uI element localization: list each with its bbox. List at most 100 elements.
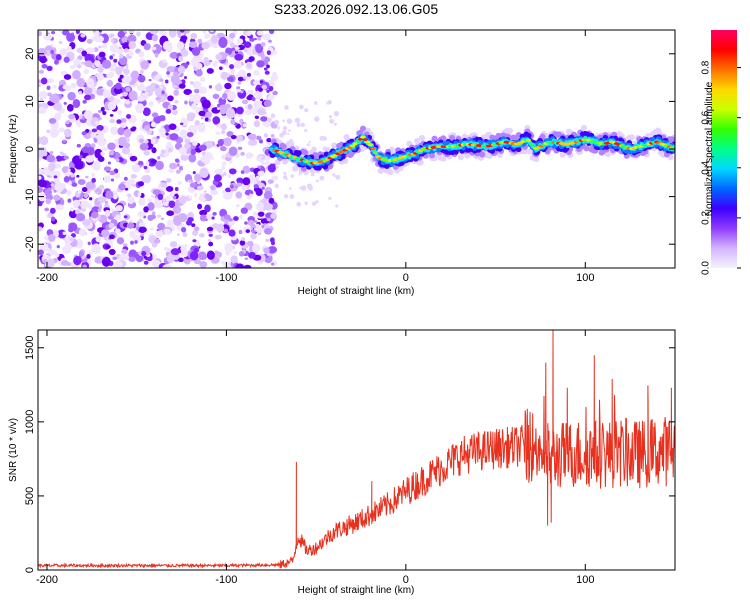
noise-cell [137, 210, 146, 218]
ridge-core-cell [525, 139, 532, 142]
noise-cell [224, 82, 232, 90]
noise-cell [175, 204, 179, 209]
noise-cell [246, 72, 251, 77]
noise-cell [115, 158, 120, 163]
noise-cell [205, 140, 213, 149]
noise-cell [267, 163, 276, 173]
noise-cell [67, 198, 72, 203]
noise-cell [253, 69, 260, 76]
noise-cell [38, 106, 47, 114]
noise-cell [224, 52, 229, 57]
y-tick-label: 500 [24, 487, 36, 505]
noise-cell [127, 195, 135, 205]
noise-cell [49, 127, 59, 139]
noise-cell [238, 250, 245, 257]
noise-cell [66, 33, 76, 42]
noise-cell [88, 197, 93, 201]
noise-cell [75, 30, 80, 35]
noise-cell [116, 237, 125, 245]
noise-cell [75, 119, 82, 126]
noise-cell [66, 45, 72, 51]
noise-cell [189, 251, 199, 261]
noise-cell [200, 116, 204, 120]
noise-cell [106, 79, 114, 87]
noise-cell [61, 166, 70, 174]
noise-cell [212, 116, 221, 125]
noise-cell [129, 81, 134, 85]
noise-cell [145, 161, 150, 166]
noise-cell [119, 253, 128, 261]
noise-cell [230, 184, 234, 189]
noise-cell [66, 189, 72, 196]
noise-cell [212, 62, 217, 67]
noise-cell [38, 30, 42, 37]
colorbar-label: Normalized spectral amplitude [704, 81, 715, 216]
noise-cell [62, 139, 66, 143]
noise-cell [77, 124, 81, 128]
noise-cell [253, 120, 261, 128]
noise-cell [138, 51, 145, 58]
ridge-cell [417, 159, 424, 166]
noise-cell [251, 243, 261, 253]
noise-cell [183, 76, 187, 80]
noise-cell [314, 116, 320, 122]
ridge-cell [539, 133, 546, 140]
noise-cell [76, 77, 86, 88]
noise-cell [197, 123, 206, 133]
noise-cell [222, 192, 232, 200]
noise-cell [298, 104, 304, 110]
noise-cell [155, 160, 164, 171]
noise-cell [252, 211, 258, 217]
noise-cell [101, 256, 111, 267]
noise-cell [175, 169, 181, 174]
noise-cell [48, 234, 56, 242]
noise-cell [236, 177, 244, 183]
ridge-core-cell [352, 142, 358, 146]
noise-cell [40, 97, 44, 101]
noise-cell [158, 127, 166, 134]
noise-cell [206, 250, 215, 260]
noise-cell [81, 131, 87, 136]
noise-cell [76, 143, 81, 148]
noise-cell [243, 41, 252, 48]
noise-cell [260, 42, 266, 47]
noise-cell [157, 222, 166, 231]
noise-cell [296, 122, 301, 127]
noise-cell [38, 179, 48, 188]
noise-cell [192, 140, 198, 146]
y-tick-label: 1000 [24, 410, 36, 434]
noise-cell [128, 30, 135, 34]
noise-cell [68, 113, 76, 120]
noise-cell [91, 206, 100, 213]
noise-cell [253, 79, 261, 86]
noise-cell [182, 232, 188, 238]
noise-cell [150, 138, 156, 145]
colorbar-tick-label: 0.6 [701, 110, 712, 124]
noise-cell [140, 233, 145, 237]
x-tick-label: -100 [215, 272, 237, 284]
ridge-core-cell [362, 138, 368, 141]
noise-cell [51, 216, 56, 222]
noise-cell [294, 145, 300, 151]
noise-cell [198, 86, 208, 94]
noise-cell [244, 257, 248, 261]
noise-cell [178, 83, 186, 89]
noise-cell [165, 108, 172, 114]
noise-cell [270, 213, 277, 219]
ridge-cell [342, 157, 349, 164]
noise-cell [248, 139, 258, 146]
noise-cell [103, 166, 112, 172]
noise-cell [155, 230, 164, 238]
noise-cell [149, 30, 159, 35]
noise-cell [65, 120, 70, 125]
noise-cell [110, 38, 115, 43]
noise-cell [71, 182, 78, 187]
noise-cell [207, 239, 212, 242]
noise-cell [155, 84, 159, 89]
noise-cell [228, 229, 236, 237]
noise-cell [192, 239, 197, 243]
noise-cell [93, 47, 99, 52]
noise-cell [271, 71, 278, 78]
noise-cell [193, 258, 201, 265]
